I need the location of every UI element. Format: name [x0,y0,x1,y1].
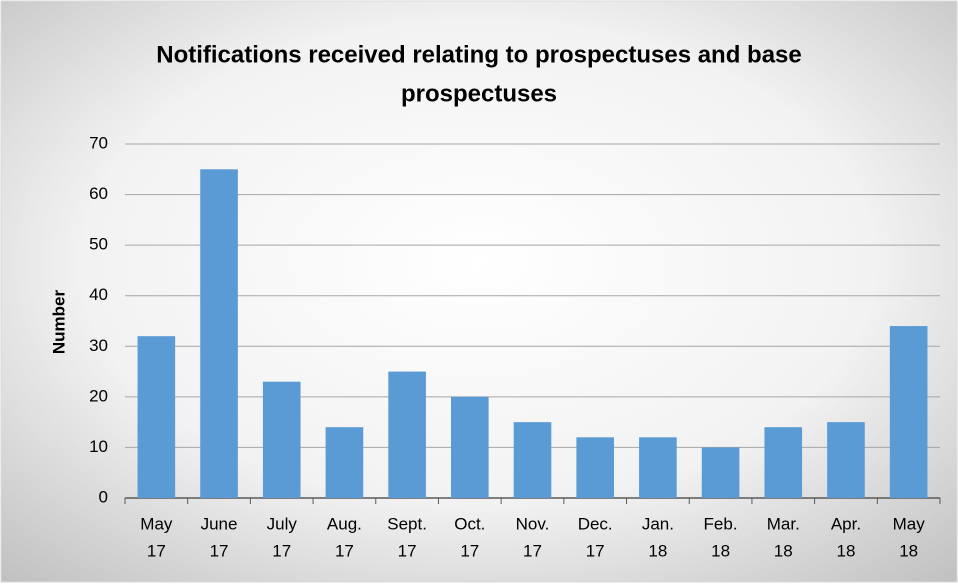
bar [137,336,176,498]
bar [576,437,614,498]
x-tick-label: May [140,514,173,533]
x-tick-label: Dec. [578,514,613,533]
bar [827,422,865,498]
x-tick-label: 17 [272,541,291,560]
chart-title: prospectuses [401,80,557,107]
x-tick-label: 17 [398,541,417,560]
y-tick-label: 0 [99,487,108,506]
x-tick-label: 17 [586,541,605,560]
x-tick-label: 17 [335,541,354,560]
y-tick-label: 30 [89,336,108,355]
bar [200,169,238,499]
bar [513,422,552,498]
x-tick-label: June [201,514,238,533]
y-tick-label: 70 [89,133,108,152]
bar [764,427,803,498]
bar [889,326,928,498]
x-tick-label: 18 [837,541,856,560]
y-tick-label: 20 [89,386,108,405]
x-tick-label: Feb. [704,514,738,533]
x-tick-label: 17 [147,541,166,560]
x-tick-label: 18 [648,541,667,560]
x-tick-label: 17 [523,541,542,560]
bar [262,381,301,498]
x-tick-label: Mar. [767,514,800,533]
bar [325,427,364,498]
x-tick-label: Apr. [831,514,861,533]
x-tick-label: July [267,514,298,533]
x-tick-label: May [893,514,926,533]
bar [639,437,677,498]
y-axis-label: Number [49,290,68,355]
y-tick-label: 50 [89,235,108,254]
x-tick-label: 17 [460,541,479,560]
x-tick-label: 17 [210,541,229,560]
x-tick-label: 18 [711,541,730,560]
x-tick-label: 18 [774,541,793,560]
y-tick-label: 40 [89,285,108,304]
chart-title: Notifications received relating to prosp… [156,41,802,68]
bar [451,396,489,498]
x-tick-label: Sept. [387,514,427,533]
y-tick-label: 10 [89,437,108,456]
y-tick-label: 60 [89,184,108,203]
bar [388,371,426,498]
x-tick-label: 18 [899,541,918,560]
x-tick-label: Aug. [327,514,362,533]
x-tick-label: Oct. [454,514,485,533]
x-tick-label: Jan. [642,514,674,533]
x-tick-label: Nov. [516,514,550,533]
bar [701,447,740,498]
